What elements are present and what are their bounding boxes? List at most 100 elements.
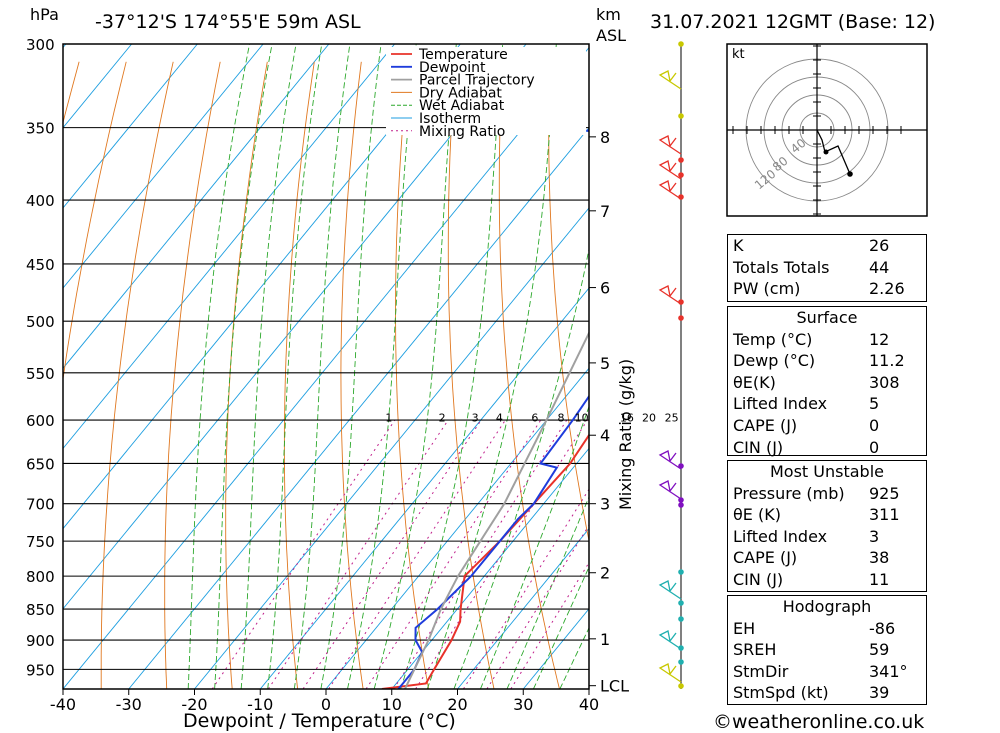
pressure-tick-label: 900 xyxy=(26,632,55,650)
table-row: Temp (°C) 12 xyxy=(728,329,926,351)
legend-box xyxy=(386,47,586,135)
dry-adiabat xyxy=(63,61,127,382)
km-tick-label: 6 xyxy=(600,279,610,298)
row-label: CIN (J) xyxy=(733,437,784,457)
wind-profile xyxy=(658,41,684,689)
row-value: 308 xyxy=(869,372,900,392)
row-label: CAPE (J) xyxy=(733,548,798,568)
dry-adiabat xyxy=(498,61,560,689)
surface-panel: Surface Temp (°C) 12 Dewp (°C) 11.2 θE(K) 308… xyxy=(727,306,927,459)
row-value: 0 xyxy=(869,437,880,457)
x-tick-label: 0 xyxy=(321,695,331,714)
isotherm-line xyxy=(63,44,132,129)
mixing-ratio-label: 2 xyxy=(439,412,446,425)
table-row: CAPE (J) 38 xyxy=(728,547,926,569)
pressure-tick-label: 850 xyxy=(26,601,55,619)
pressure-tick-label: 400 xyxy=(26,192,55,210)
x-tick-label: -30 xyxy=(116,695,142,714)
table-row: SREH 59 xyxy=(728,639,926,661)
wind-barb xyxy=(658,180,682,200)
mixing-ratio-line xyxy=(365,419,542,689)
asl-label: ASL xyxy=(596,26,626,45)
wind-barb-dot xyxy=(678,41,684,47)
wet-adiabat xyxy=(293,44,351,689)
x-tick-label: -10 xyxy=(247,695,273,714)
pressure-tick-label: 550 xyxy=(26,365,55,383)
row-value: 341° xyxy=(869,661,908,681)
row-label: θE(K) xyxy=(733,372,776,392)
hodograph-title: Hodograph xyxy=(782,597,872,616)
wind-barb xyxy=(658,285,682,305)
row-value: 11.2 xyxy=(869,351,905,371)
wind-barb-dot xyxy=(678,645,684,651)
datetime-title: 31.07.2021 12GMT (Base: 12) xyxy=(650,11,935,33)
wind-barb xyxy=(658,70,682,90)
km-tick-label: 2 xyxy=(600,564,610,583)
wind-barb-dot xyxy=(678,315,684,321)
row-label: Dewp (°C) xyxy=(733,351,816,371)
x-tick-label: 40 xyxy=(579,695,599,714)
table-row: θE(K) 308 xyxy=(728,372,926,394)
row-value: 44 xyxy=(869,257,890,277)
wind-barb xyxy=(658,450,682,470)
wind-barb-dot xyxy=(678,616,684,622)
x-tick-label: 20 xyxy=(447,695,467,714)
x-tick-label: -20 xyxy=(181,695,207,714)
row-label: Lifted Index xyxy=(733,394,828,414)
legend-label: Isotherm xyxy=(419,111,481,127)
wind-barb-dot xyxy=(678,659,684,665)
wind-barb xyxy=(658,480,682,500)
wind-barb xyxy=(658,135,682,155)
row-value: 0 xyxy=(869,415,880,435)
wind-barb xyxy=(658,630,682,650)
table-row: CIN (J) 11 xyxy=(728,569,926,591)
dry-adiabat xyxy=(447,61,495,689)
km-tick-label: 5 xyxy=(600,354,610,373)
row-value: 59 xyxy=(869,640,890,660)
wind-barb-dot xyxy=(678,113,684,119)
isotherm-line xyxy=(63,44,198,209)
dry-adiabat xyxy=(973,62,1000,689)
wind-barb-dot xyxy=(678,157,684,163)
row-value: 2.26 xyxy=(869,279,905,299)
km-tick-label: LCL xyxy=(600,677,629,696)
location-title: -37°12'S 174°55'E 59m ASL xyxy=(95,11,361,33)
mixing-ratio-label: 6 xyxy=(531,412,538,425)
row-label: K xyxy=(733,236,744,255)
hodograph-point xyxy=(847,171,853,177)
x-tick-label: -40 xyxy=(50,695,76,714)
row-value: 5 xyxy=(869,394,880,414)
row-value: 11 xyxy=(869,569,890,589)
km-tick-label: 8 xyxy=(600,128,610,147)
table-row: Lifted Index 5 xyxy=(728,393,926,415)
pressure-tick-label: 750 xyxy=(26,533,55,551)
row-label: CIN (J) xyxy=(733,569,784,589)
mixing-ratio-label: 20 xyxy=(642,412,656,425)
table-row: CIN (J) 0 xyxy=(728,437,926,459)
isotherm-line xyxy=(128,127,589,689)
hodograph-panel: Hodograph EH -86 SREH 59 StmDir 341° StmSpd (k… xyxy=(727,595,927,705)
pressure-tick-label: 650 xyxy=(26,455,55,473)
row-value: 311 xyxy=(869,505,900,525)
km-label: km xyxy=(596,5,621,24)
km-tick-label: 3 xyxy=(600,495,610,514)
mixing-ratio-axis-label: Mixing Ratio (g/kg) xyxy=(616,359,635,510)
table-row: EH -86 xyxy=(728,618,926,640)
isotherm-line xyxy=(63,44,264,289)
dry-adiabat xyxy=(283,61,315,689)
wind-barb-dot xyxy=(678,569,684,575)
pressure-tick-label: 350 xyxy=(26,120,55,138)
row-value: 3 xyxy=(869,526,880,546)
table-row: Dewp (°C) 11.2 xyxy=(728,350,926,372)
table-row: StmDir 341° xyxy=(728,661,926,683)
skewt-grid xyxy=(63,44,1000,689)
legend-label: Mixing Ratio xyxy=(419,124,505,140)
table-row: K 26 xyxy=(728,235,926,257)
mixing-ratio-line xyxy=(328,419,506,689)
table-row: PW (cm) 2.26 xyxy=(728,278,926,300)
wet-adiabat xyxy=(400,44,504,689)
row-value: 925 xyxy=(869,483,900,503)
most-unstable-title: Most Unstable xyxy=(770,462,884,481)
table-row: CAPE (J) 0 xyxy=(728,415,926,437)
